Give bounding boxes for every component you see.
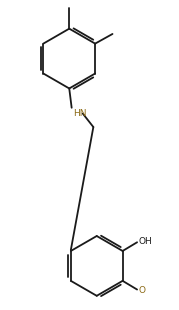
Text: HN: HN [73, 109, 87, 118]
Text: OH: OH [138, 237, 152, 246]
Text: O: O [138, 286, 145, 295]
